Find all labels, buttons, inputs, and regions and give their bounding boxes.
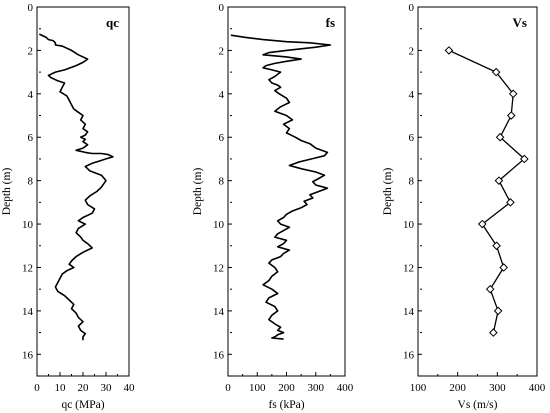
vs-data-point [506, 111, 516, 120]
vs-y-tick-label: 0 [409, 2, 415, 14]
vs-y-tick-label: 6 [409, 132, 415, 144]
fs-y-tick-label: 4 [219, 89, 225, 101]
qc-y-tick-label: 10 [22, 219, 34, 231]
vs-data-point [506, 198, 515, 207]
qc-panel-title: qc [106, 15, 119, 30]
vs-x-tick-label: 200 [449, 382, 466, 394]
qc-y-axis-title: Depth (m) [1, 168, 13, 216]
vs-x-tick-label: 300 [489, 382, 506, 394]
qc-x-axis-title: qc (MPa) [61, 399, 104, 411]
qc-y-tick-label: 4 [28, 89, 34, 101]
vs-data-point [489, 328, 498, 337]
vs-plot-frame [417, 6, 538, 377]
qc-panel: 0 2 4 6 8 10 12 14 16 0 10 20 30 40 qc (MPa) Depth (m) q… [1, 2, 135, 411]
fs-x-axis-title: fs (kPa) [268, 399, 304, 411]
qc-x-tick-label: 10 [55, 382, 67, 394]
qc-x-tick-label: 0 [34, 382, 40, 394]
vs-y-tick-label: 10 [403, 219, 415, 231]
vs-panel: 0 2 4 6 8 10 12 14 16 100 200 300 400 Vs (m/s) Depth (… [382, 2, 546, 411]
vs-x-tick-label: 100 [410, 382, 427, 394]
fs-series-line [230, 34, 332, 340]
qc-y-tick-label: 14 [22, 306, 34, 318]
qc-series-line [38, 33, 114, 341]
fs-x-tick-label: 200 [278, 382, 295, 394]
vs-data-point [492, 241, 501, 251]
vs-data-point [477, 219, 487, 229]
fs-y-tick-label: 16 [213, 349, 225, 361]
qc-x-tick-label: 30 [101, 382, 113, 394]
fs-panel-title: fs [326, 15, 335, 30]
qc-y-tick-label: 16 [22, 349, 34, 361]
qc-y-tick-label: 8 [28, 176, 34, 188]
fs-y-tick-label: 10 [213, 219, 225, 231]
vs-data-point [519, 154, 529, 164]
fs-plot-frame [227, 6, 346, 377]
fs-y-tick-label: 14 [213, 306, 225, 318]
vs-data-point [494, 176, 504, 185]
fs-panel: 0 2 4 6 8 10 12 14 16 0 100 200 300 400 fs (kPa) Depth … [192, 2, 354, 411]
qc-y-tick-label: 12 [22, 262, 33, 274]
vs-x-tick-label: 400 [529, 382, 546, 394]
vs-data-point [499, 263, 508, 272]
vs-y-tick-label: 12 [403, 262, 414, 274]
fs-x-tick-label: 300 [308, 382, 325, 394]
qc-x-tick-label: 20 [78, 382, 90, 394]
vs-data-point [491, 67, 501, 77]
fs-y-tick-label: 0 [219, 2, 225, 14]
fs-x-tick-label: 0 [225, 382, 231, 394]
vs-y-tick-label: 2 [409, 45, 415, 57]
vs-y-tick-label: 14 [403, 306, 415, 318]
vs-data-point [495, 132, 505, 142]
vs-data-point [493, 306, 503, 316]
fs-y-tick-label: 12 [213, 262, 224, 274]
vs-y-tick-label: 8 [409, 176, 415, 188]
vs-panel-title: Vs [513, 15, 527, 30]
vs-y-axis-title: Depth (m) [382, 168, 394, 216]
fs-x-tick-label: 400 [337, 382, 354, 394]
fs-x-tick-label: 100 [249, 382, 266, 394]
fs-y-axis-title: Depth (m) [192, 168, 204, 216]
qc-y-tick-label: 6 [28, 132, 34, 144]
qc-y-tick-label: 0 [28, 2, 34, 14]
fs-y-tick-label: 8 [219, 176, 225, 188]
qc-y-tick-label: 2 [28, 45, 34, 57]
vs-y-tick-label: 16 [403, 349, 415, 361]
fs-y-tick-label: 6 [219, 132, 225, 144]
vs-data-point [485, 284, 495, 294]
vs-x-axis-title: Vs (m/s) [458, 399, 498, 411]
qc-x-tick-label: 40 [124, 382, 136, 394]
fs-y-tick-label: 2 [219, 45, 225, 57]
vs-data-point [508, 89, 518, 99]
vs-y-tick-label: 4 [409, 89, 415, 101]
vs-data-point [444, 46, 454, 55]
